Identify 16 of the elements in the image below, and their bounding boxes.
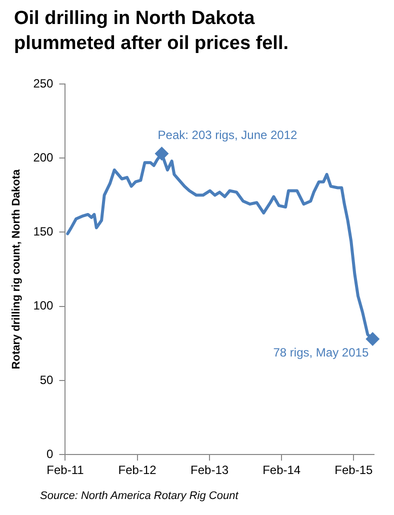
source-note: Source: North America Rotary Rig Count xyxy=(40,490,238,502)
x-tick-label: Feb-11 xyxy=(46,463,84,478)
annotation: Peak: 203 rigs, June 2012 xyxy=(158,128,298,142)
y-tick-label: 100 xyxy=(33,298,54,313)
y-tick-label: 200 xyxy=(33,150,54,164)
x-tick-label: Feb-15 xyxy=(334,463,373,478)
chart-title: Oil drilling in North Dakota plummeted after oil prices fell. xyxy=(14,7,290,56)
y-tick-label: 50 xyxy=(40,372,54,387)
x-tick-label: Feb-13 xyxy=(190,463,229,478)
y-axis-title: Rotary drilling rig count, North Dakota xyxy=(10,168,23,370)
annotation: 78 rigs, May 2015 xyxy=(273,345,369,360)
y-tick-label: 150 xyxy=(33,224,54,239)
x-tick-label: Feb-12 xyxy=(118,463,157,478)
y-tick-label: 250 xyxy=(33,76,54,90)
y-tick-label: 0 xyxy=(46,446,54,461)
x-tick-label: Feb-14 xyxy=(262,463,301,478)
